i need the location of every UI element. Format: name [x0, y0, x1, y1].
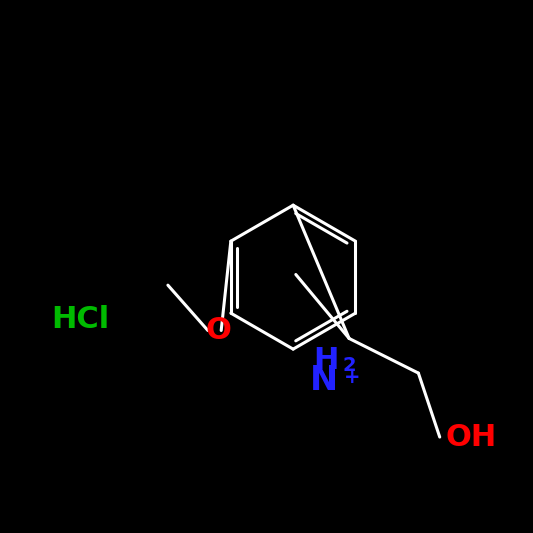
Text: O: O [206, 316, 231, 345]
Text: 2: 2 [343, 356, 357, 375]
Text: H: H [313, 346, 338, 375]
Text: OH: OH [445, 423, 496, 451]
Text: N: N [310, 364, 338, 397]
Text: +: + [344, 368, 360, 387]
Text: HCl: HCl [51, 305, 109, 334]
